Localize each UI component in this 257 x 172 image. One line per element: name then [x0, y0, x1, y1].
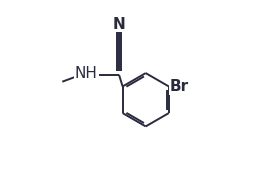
Text: Br: Br: [170, 79, 189, 94]
Text: N: N: [113, 17, 125, 32]
Text: NH: NH: [75, 66, 98, 81]
